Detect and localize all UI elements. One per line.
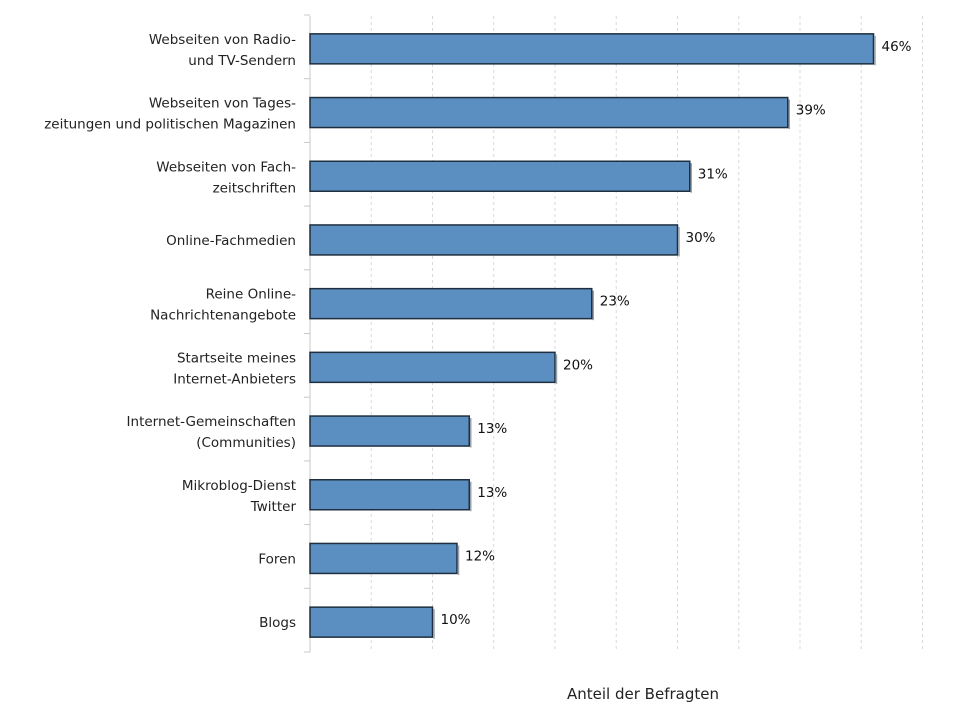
category-label: Foren xyxy=(258,551,296,567)
category-label: Webseiten von Tages-zeitungen und politi… xyxy=(44,96,296,133)
value-label: 13% xyxy=(477,485,507,501)
bar xyxy=(309,351,556,384)
value-label: 12% xyxy=(465,548,495,564)
category-label: Webseiten von Fach-zeitschriften xyxy=(156,159,296,196)
value-labels: 46% 39% 31% 30% 23% 20% 13% 13% 12% 10% xyxy=(441,39,912,628)
category-label: Webseiten von Radio-und TV-Sendern xyxy=(149,32,296,69)
category-label-line: Twitter xyxy=(250,499,297,515)
category-label-line: Startseite meines xyxy=(177,350,296,366)
category-label: Online-Fachmedien xyxy=(166,233,296,249)
bar xyxy=(309,415,470,447)
value-label: 46% xyxy=(882,39,912,55)
category-label: Blogs xyxy=(259,615,296,631)
category-labels: Webseiten von Radio-und TV-SendernWebsei… xyxy=(44,32,296,631)
category-label-line: Mikroblog-Dienst xyxy=(182,478,296,494)
category-label-line: Internet-Anbieters xyxy=(173,371,296,387)
category-label-line: Webseiten von Fach- xyxy=(156,159,296,175)
category-label-line: zeitungen und politischen Magazinen xyxy=(44,117,296,133)
bar xyxy=(309,224,679,256)
value-label: 23% xyxy=(600,294,630,310)
category-label-line: Webseiten von Radio- xyxy=(149,32,296,48)
y-axis-ticks xyxy=(304,14,310,653)
category-label-line: zeitschriften xyxy=(213,180,296,196)
category-label: Reine Online- Nachrichtenangebote xyxy=(150,287,296,324)
bar xyxy=(309,96,789,129)
value-label: 31% xyxy=(698,166,728,182)
bar xyxy=(309,606,434,638)
value-label: 13% xyxy=(477,421,507,437)
bar xyxy=(309,479,470,511)
x-axis-title: Anteil der Befragten xyxy=(567,685,719,703)
value-label: 20% xyxy=(563,357,593,373)
category-label-line: Reine Online- xyxy=(206,287,297,303)
category-label-line: Internet-Gemeinschaften xyxy=(127,414,296,430)
category-label: Startseite meines Internet-Anbieters xyxy=(173,350,296,387)
value-label: 10% xyxy=(441,612,471,628)
category-label: Mikroblog-Dienst Twitter xyxy=(182,478,297,515)
bar xyxy=(309,542,458,575)
value-label: 30% xyxy=(686,230,716,246)
bar xyxy=(309,287,593,320)
category-label-line: Nachrichtenangebote xyxy=(150,308,296,324)
bars xyxy=(309,33,876,639)
bar xyxy=(309,33,875,65)
category-label: Internet-Gemeinschaften (Communities) xyxy=(127,414,296,451)
value-label: 39% xyxy=(796,103,826,119)
category-label-line: Webseiten von Tages- xyxy=(149,96,296,112)
category-label-line: (Communities) xyxy=(196,435,296,451)
bar xyxy=(309,160,691,192)
category-label-line: und TV-Sendern xyxy=(188,53,296,69)
